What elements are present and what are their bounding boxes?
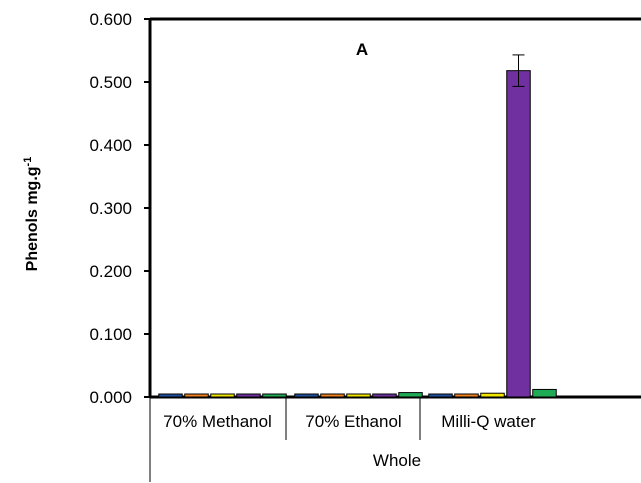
bar xyxy=(532,388,557,398)
bar xyxy=(372,393,397,398)
y-axis-label: Phenols mg.g xyxy=(24,166,41,271)
bar xyxy=(454,393,479,398)
bar xyxy=(210,393,235,398)
bar xyxy=(480,392,505,398)
y-tick-label: 0.300 xyxy=(89,199,132,218)
bar xyxy=(506,70,531,398)
panel-label: A xyxy=(356,40,368,59)
category-label: Milli-Q water xyxy=(441,412,536,431)
y-tick-label: 0.200 xyxy=(89,262,132,281)
bar xyxy=(346,393,371,398)
bar xyxy=(262,393,287,398)
bar xyxy=(428,393,453,398)
bar xyxy=(398,392,423,398)
plot-area: 0.000 0.100 0.200 0.300 0.400 0.500 0.600 70% M… xyxy=(89,10,641,482)
y-tick-label: 0.000 xyxy=(89,388,132,407)
bar xyxy=(184,393,209,398)
y-tick-label: 0.400 xyxy=(89,136,132,155)
y-tick-label: 0.600 xyxy=(89,10,132,29)
y-axis-title: Phenols mg.g-1 xyxy=(22,157,41,272)
bar xyxy=(158,393,183,398)
bar xyxy=(320,393,345,398)
bar xyxy=(294,393,319,398)
y-tick-label: 0.100 xyxy=(89,325,132,344)
y-axis-label-superscript: -1 xyxy=(22,157,34,167)
category-label: 70% Ethanol xyxy=(305,412,401,431)
y-tick-label: 0.500 xyxy=(89,73,132,92)
svg-text:Phenols mg.g-1: Phenols mg.g-1 xyxy=(22,157,41,272)
bar xyxy=(236,393,261,398)
category-label: 70% Methanol xyxy=(163,412,272,431)
group-label: Whole xyxy=(373,451,421,470)
